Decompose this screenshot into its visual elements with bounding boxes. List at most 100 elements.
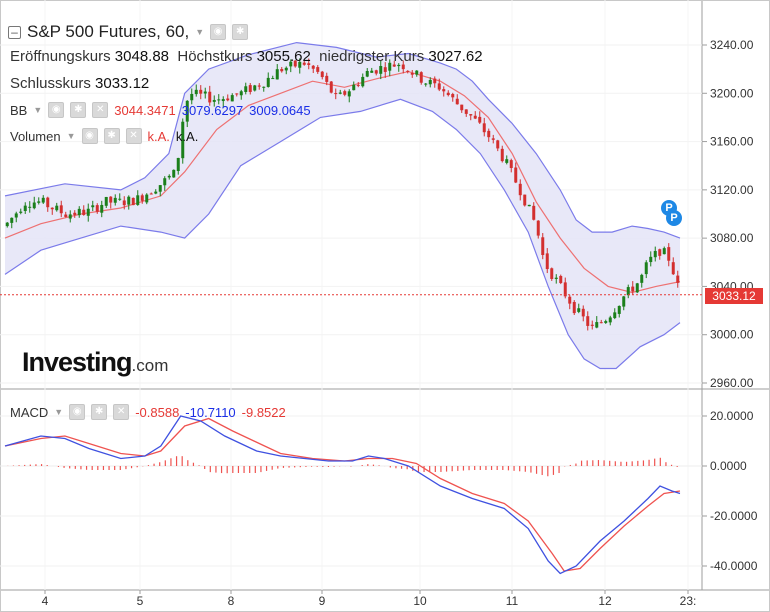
candle-body [145,194,149,203]
candle-body [190,93,194,101]
current-price-label: 3033.12 [705,288,763,304]
candle-body [100,204,104,213]
candle-body [491,138,495,140]
candle-body [523,194,527,206]
gear-icon[interactable]: ✱ [70,102,87,118]
macd-tick-label: -40.0000 [710,559,758,573]
bollinger-middle-line [4,70,681,294]
low-value: 3027.62 [428,48,483,65]
candle-body [50,207,54,210]
macd-tick-label: -20.0000 [710,509,758,523]
candle-body [226,98,230,101]
candle-body [464,109,468,114]
candle-body [140,195,144,201]
candle-body [433,78,437,84]
close-icon[interactable]: ✕ [113,404,130,420]
chevron-down-icon[interactable]: ▼ [195,27,205,37]
logo-main: Investing [22,347,133,377]
candle-body [334,93,338,95]
candle-body [239,91,243,96]
candle-body [185,100,189,122]
candle-body [347,91,351,97]
macd-tick-label: 0.0000 [710,459,747,473]
candle-body [181,121,185,159]
candle-body [428,79,432,85]
close-icon[interactable]: ✕ [92,102,109,118]
candle-body [338,92,342,94]
candle-body [478,116,482,123]
visibility-icon[interactable]: ◉ [81,128,98,144]
candle-body [329,81,333,93]
volume-label: Volumen [10,128,61,144]
chevron-down-icon[interactable]: ▼ [66,131,76,141]
candle-body [208,91,212,103]
chevron-down-icon[interactable]: ▼ [54,407,64,417]
x-tick-label: 9 [319,594,326,608]
price-tick-label: 3240.00 [710,38,754,52]
candle-body [622,296,626,307]
collapse-icon[interactable]: – [8,25,21,39]
gear-icon[interactable]: ✱ [91,404,108,420]
candle-body [586,316,590,326]
candle-body [496,140,500,149]
candle-body [289,61,293,67]
candle-body [217,99,221,101]
candle-body [577,308,581,312]
candle-body [469,114,473,116]
candle-body [640,274,644,283]
candle-body [383,67,387,72]
candle-body [212,99,216,102]
visibility-icon[interactable]: ◉ [210,24,227,40]
candle-body [437,83,441,90]
candle-body [482,123,486,133]
candle-body [86,208,90,216]
candle-body [406,70,410,72]
candle-body [158,185,162,192]
candle-body [109,196,113,203]
chevron-down-icon[interactable]: ▼ [33,105,43,115]
candle-body [77,208,81,216]
candle-body [505,159,509,163]
price-tick-label: 3000.00 [710,328,754,342]
candle-body [298,61,302,68]
volume-indicator-row: Volumen ▼ ◉ ✱ ✕ k.A. k.A. [10,128,198,144]
candle-body [293,60,297,67]
candle-body [343,91,347,95]
gear-icon[interactable]: ✱ [103,128,120,144]
candle-body [203,91,207,94]
candle-body [172,169,176,178]
close-value: 3033.12 [95,75,150,92]
visibility-icon[interactable]: ◉ [48,102,65,118]
visibility-icon[interactable]: ◉ [69,404,86,420]
candle-body [131,197,135,206]
candle-body [221,99,225,102]
close-label: Schlusskurs [10,75,91,92]
candle-body [550,268,554,279]
candle-body [446,92,450,96]
price-tick-label: 3200.00 [710,86,754,100]
candle-body [595,322,599,328]
candle-body [379,65,383,74]
candle-body [365,70,369,77]
candle-body [667,247,671,261]
candle-body [302,62,306,65]
candle-body [91,205,95,208]
price-tick-label: 3120.00 [710,183,754,197]
candle-body [23,205,27,212]
gear-icon[interactable]: ✱ [232,24,249,40]
macd-tick-label: 20.0000 [710,409,754,423]
candle-body [118,198,122,200]
candle-body [5,222,9,227]
candle-body [64,214,68,217]
candle-body [127,196,131,205]
candle-body [307,63,311,65]
candle-body [311,65,315,69]
close-icon[interactable]: ✕ [125,128,142,144]
x-tick-label: 4 [42,594,49,608]
candle-body [10,217,14,223]
pivot-badge[interactable]: P [666,210,682,226]
candle-body [590,324,594,326]
candle-body [271,78,275,80]
high-value: 3055.62 [256,48,311,65]
candle-body [658,249,662,256]
